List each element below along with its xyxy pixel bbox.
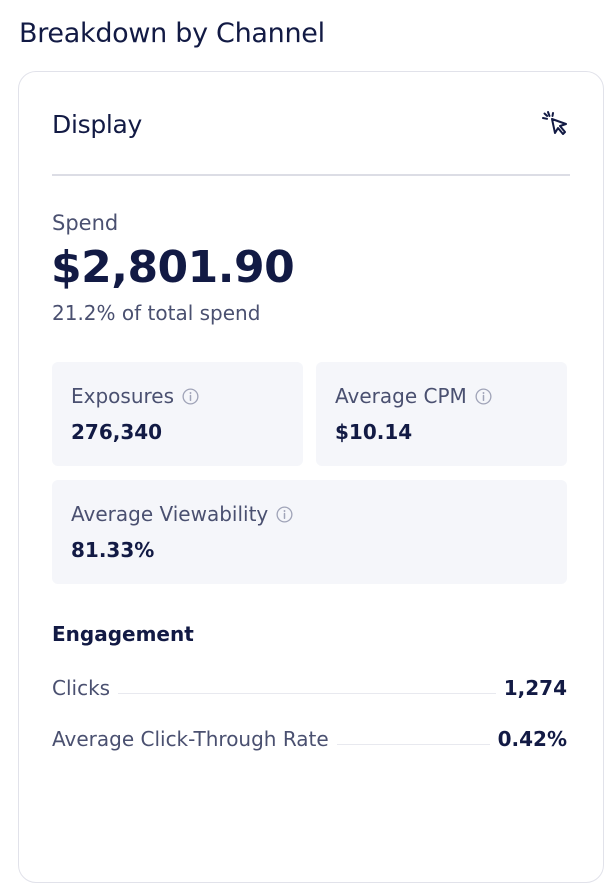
metric-label-container: Average CPM [335,384,492,408]
leader-line [118,693,496,694]
leader-line [336,744,490,745]
metric-label: Average Viewability [71,502,269,526]
metric-value: $10.14 [335,420,413,444]
spend-value: $2,801.90 [51,242,295,293]
metric-value: 276,340 [71,420,163,444]
channel-name: Display [52,110,143,139]
info-icon[interactable] [182,388,199,405]
channel-card: Display Spend $2,801.90 21.2% of total s… [18,71,604,883]
engagement-value: 0.42% [497,727,567,751]
engagement-label: Clicks [52,676,111,700]
metric-label-container: Exposures [71,384,199,408]
spend-label: Spend [52,211,119,235]
engagement-row-ctr: Average Click-Through Rate 0.42% [52,723,567,751]
engagement-title: Engagement [52,622,194,646]
metric-tile-exposures: Exposures 276,340 [52,362,303,466]
metric-label: Exposures [71,384,175,408]
metric-label: Average CPM [335,384,467,408]
info-icon[interactable] [475,388,492,405]
engagement-row-clicks: Clicks 1,274 [52,672,567,700]
info-icon[interactable] [276,506,293,523]
metric-tile-average-viewability: Average Viewability 81.33% [52,480,567,584]
metric-tile-average-cpm: Average CPM $10.14 [316,362,567,466]
pointer-click-icon[interactable] [542,110,570,138]
page-title: Breakdown by Channel [19,18,325,49]
header-divider [52,174,570,176]
metric-label-container: Average Viewability [71,502,293,526]
metric-value: 81.33% [71,538,155,562]
engagement-label: Average Click-Through Rate [52,727,329,751]
spend-share: 21.2% of total spend [52,301,261,325]
engagement-value: 1,274 [503,676,567,700]
